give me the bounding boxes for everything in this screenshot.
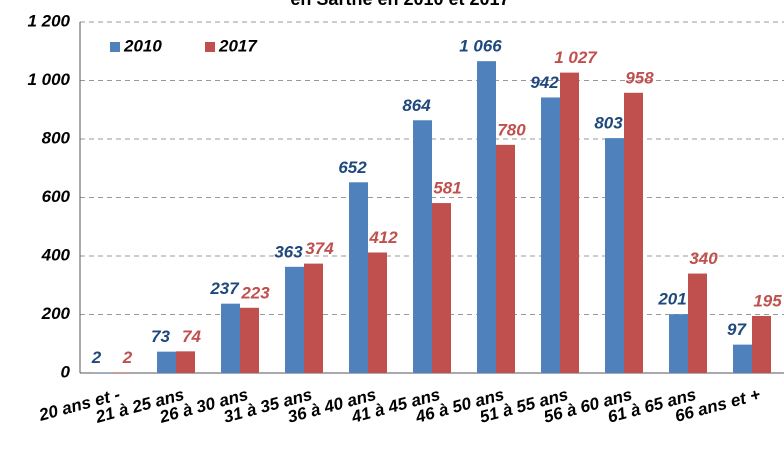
bar <box>541 97 560 373</box>
y-tick-label: 1 000 <box>27 70 70 89</box>
bar <box>496 144 515 373</box>
value-label: 652 <box>338 158 367 177</box>
y-tick-label: 800 <box>42 128 71 147</box>
value-label: 223 <box>240 283 270 302</box>
value-label: 803 <box>594 114 623 133</box>
value-label: 581 <box>433 179 461 198</box>
value-label: 195 <box>753 291 782 310</box>
bar <box>368 252 387 373</box>
value-label: 958 <box>625 68 654 87</box>
legend-label: 2017 <box>218 36 258 55</box>
bar <box>349 182 368 373</box>
value-label: 74 <box>182 327 201 346</box>
bar <box>477 61 496 373</box>
legend-swatch <box>205 42 215 52</box>
value-label: 374 <box>305 239 334 258</box>
bar <box>112 372 131 373</box>
bar <box>221 303 240 373</box>
bar <box>669 314 688 373</box>
y-tick-label: 600 <box>42 187 71 206</box>
value-label: 412 <box>368 228 398 247</box>
value-label: 97 <box>727 320 747 339</box>
bar <box>285 266 304 373</box>
value-label: 2 <box>122 348 133 367</box>
bar <box>240 307 259 373</box>
bar <box>157 351 176 373</box>
bar <box>93 372 112 373</box>
bar <box>688 273 707 373</box>
bar <box>752 315 771 373</box>
value-label: 201 <box>657 290 686 309</box>
bar <box>304 263 323 373</box>
value-label: 864 <box>402 96 431 115</box>
legend-label: 2010 <box>123 36 162 55</box>
value-label: 73 <box>151 327 170 346</box>
bar <box>560 72 579 373</box>
bar <box>432 203 451 373</box>
y-tick-label: 0 <box>61 362 71 381</box>
bar <box>733 344 752 373</box>
bar <box>176 351 195 373</box>
value-label: 237 <box>209 279 240 298</box>
y-tick-label: 200 <box>41 304 71 323</box>
value-label: 1 027 <box>554 48 598 67</box>
value-label: 1 066 <box>459 37 502 56</box>
bar <box>624 92 643 373</box>
chart-title: en Sarthe en 2010 et 2017 <box>290 0 509 9</box>
bar <box>413 120 432 373</box>
y-tick-label: 1 200 <box>27 11 70 30</box>
bar <box>605 138 624 373</box>
value-label: 942 <box>530 73 559 92</box>
value-label: 780 <box>497 120 526 139</box>
value-label: 2 <box>91 348 102 367</box>
value-label: 363 <box>274 242 303 261</box>
legend-swatch <box>110 42 120 52</box>
value-label: 340 <box>689 249 718 268</box>
y-tick-label: 400 <box>41 245 71 264</box>
